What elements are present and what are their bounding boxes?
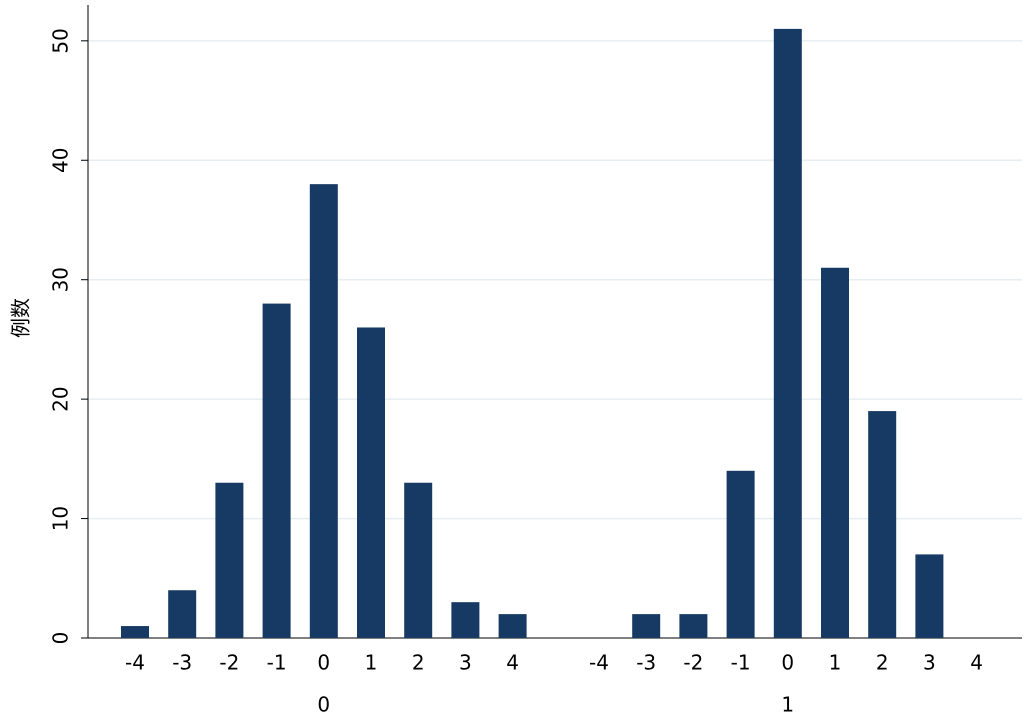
x-tick-label: 2	[876, 651, 889, 675]
x-tick-label: -4	[125, 651, 145, 675]
group-label: 1	[781, 693, 794, 717]
bar	[679, 614, 708, 638]
y-axis-label: 例数	[9, 298, 33, 338]
bar	[357, 327, 385, 638]
x-tick-label: -3	[636, 651, 656, 675]
y-tick-label: 40	[49, 148, 73, 173]
y-tick-label: 50	[49, 28, 73, 53]
bar	[726, 470, 755, 638]
bar	[773, 28, 802, 639]
bar	[632, 614, 661, 638]
x-tick-label: -4	[589, 651, 609, 675]
bar	[821, 267, 849, 638]
x-tick-label: 4	[970, 651, 983, 675]
bar	[498, 614, 527, 638]
x-tick-label: 3	[459, 651, 472, 675]
x-tick-label: -3	[172, 651, 192, 675]
x-tick-label: 0	[317, 651, 330, 675]
group-label: 0	[317, 693, 330, 717]
y-tick-label: 30	[49, 267, 73, 292]
x-tick-label: 3	[923, 651, 936, 675]
x-tick-label: -2	[219, 651, 239, 675]
x-tick-label: 1	[365, 651, 378, 675]
bar	[915, 554, 944, 638]
bar	[215, 482, 244, 638]
x-tick-label: 1	[829, 651, 842, 675]
bar	[121, 626, 149, 638]
y-tick-label: 10	[49, 506, 73, 531]
x-tick-label: -1	[267, 651, 287, 675]
bar	[868, 411, 897, 638]
y-tick-label: 0	[49, 632, 73, 645]
x-tick-label: -1	[731, 651, 751, 675]
bar	[168, 590, 197, 638]
y-tick-label: 20	[49, 386, 73, 411]
x-tick-label: -2	[683, 651, 703, 675]
x-tick-label: 0	[781, 651, 794, 675]
x-tick-label: 2	[412, 651, 425, 675]
x-tick-label: 4	[506, 651, 519, 675]
bar	[404, 482, 433, 638]
bar	[262, 303, 291, 638]
bar	[451, 602, 480, 638]
bar	[309, 184, 338, 638]
